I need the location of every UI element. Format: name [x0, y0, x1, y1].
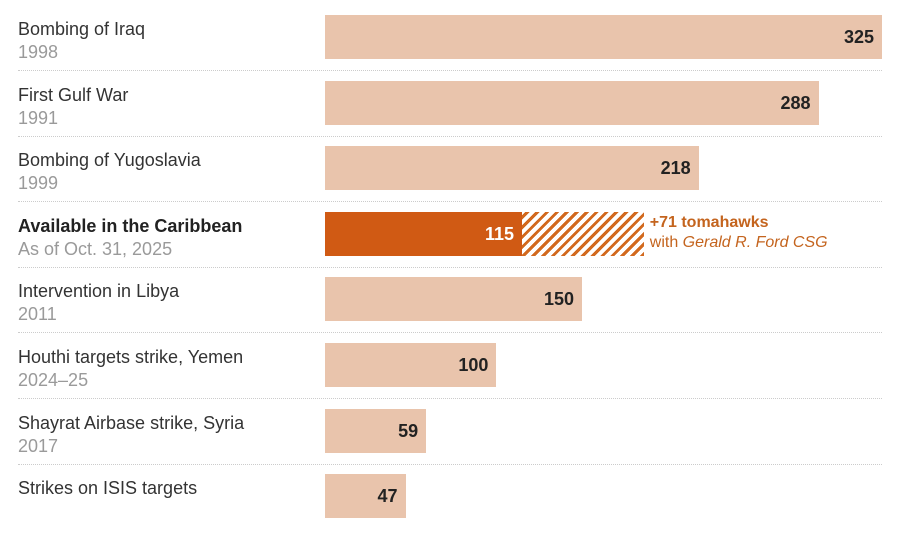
bar-row: Shayrat Airbase strike, Syria 2017 59: [0, 408, 900, 475]
bar-value-label: 325: [843, 27, 874, 47]
bar-value-label: 47: [377, 486, 398, 507]
bar: [325, 343, 497, 387]
bar-row: Strikes on ISIS targets 47: [0, 474, 900, 540]
row-divider: [18, 398, 882, 399]
row-label: Intervention in Libya: [18, 281, 180, 302]
bar: [325, 15, 882, 59]
row-label: Bombing of Yugoslavia: [18, 150, 201, 171]
row-year: 2024–25: [18, 370, 89, 390]
row-label: Shayrat Airbase strike, Syria: [18, 412, 245, 433]
bar: [325, 146, 699, 191]
bar-value-label: 288: [780, 92, 811, 113]
row-year: 2011: [18, 304, 57, 325]
row-year: 1999: [18, 173, 59, 194]
row-label: Houthi targets strike, Yemen: [18, 347, 244, 367]
bar: [325, 211, 523, 256]
row-year: 2017: [18, 435, 59, 456]
bar-row: Houthi targets strike, Yemen 2024–25 100: [0, 343, 900, 409]
bar-value-label: 100: [458, 355, 489, 375]
bar-row-highlight: Available in the Caribbean As of Oct. 31,…: [0, 211, 900, 278]
row-year: 1991: [18, 107, 59, 128]
row-year: 1998: [18, 42, 59, 62]
note-prefix: with: [649, 233, 679, 251]
bar-value-label: 59: [398, 420, 419, 441]
row-label: Strikes on ISIS targets: [18, 478, 198, 499]
bar-row: First Gulf War 1991 288: [0, 80, 900, 147]
tomahawk-bar-chart: Bombing of Iraq 1998 325 First Gulf War 1991…: [0, 15, 900, 519]
row-year: As of Oct. 31, 2025: [18, 238, 173, 259]
row-label: Bombing of Iraq: [18, 19, 146, 39]
row-divider: [18, 201, 882, 203]
bar-value-label: 150: [544, 289, 575, 310]
bar-value-label: 115: [485, 223, 515, 244]
bar: [325, 408, 427, 453]
bar-extra-hatched: [522, 211, 644, 256]
note-ship: Gerald R. Ford CSG: [682, 233, 828, 251]
bar-row: Bombing of Yugoslavia 1999 218: [0, 146, 900, 212]
row-label: First Gulf War: [18, 84, 129, 105]
row-divider: [18, 135, 882, 137]
bar-value-label: 218: [660, 158, 691, 179]
row-divider: [18, 332, 882, 334]
bar: [325, 80, 819, 125]
extra-annotation: +71 tomahawks: [649, 213, 769, 231]
bar-row: Bombing of Iraq 1998 325: [0, 15, 900, 81]
bar: [325, 277, 583, 322]
extra-annotation-note: with Gerald R. Ford CSG: [650, 234, 828, 252]
bar-row: Intervention in Libya 2011 150: [0, 277, 900, 343]
row-divider: [18, 70, 882, 71]
row-divider: [18, 266, 882, 268]
row-divider: [18, 463, 882, 465]
row-label: Available in the Caribbean: [18, 215, 243, 236]
